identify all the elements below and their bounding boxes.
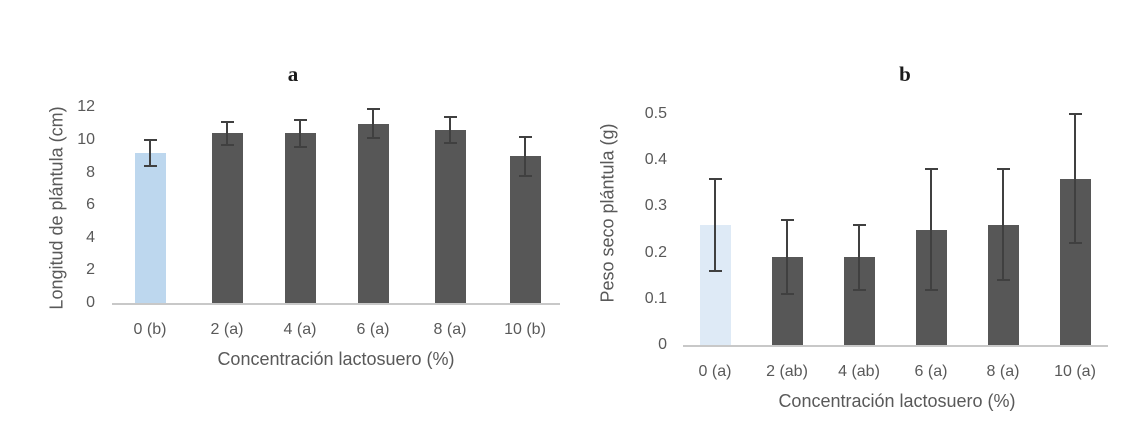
error-bar-cap-bottom	[366, 137, 380, 140]
panel-title-b: b	[899, 62, 911, 86]
bar	[434, 130, 466, 303]
error-bar-cap-bottom	[518, 174, 532, 177]
error-bar-cap-top	[1068, 113, 1082, 115]
y-tick-label: 0.2	[644, 243, 667, 261]
error-bar-cap-top	[443, 116, 457, 119]
y-tick-label: 0.1	[644, 289, 667, 307]
y-tick-label: 4	[86, 228, 95, 246]
error-bar-cap-top	[366, 108, 380, 111]
x-axis-title-b: Concentración lactosuero (%)	[778, 391, 1016, 411]
error-bar-whisker	[524, 136, 526, 176]
error-bar-cap-bottom	[852, 288, 866, 291]
y-tick-label: 2	[86, 261, 95, 279]
x-tick-label: 6 (a)	[914, 363, 948, 380]
x-tick-label: 2 (a)	[210, 321, 244, 338]
x-axis-title-a: Concentración lactosuero (%)	[217, 349, 455, 369]
error-bar-cap-top	[924, 168, 938, 171]
error-bar-cap-bottom	[996, 279, 1010, 282]
x-tick-label: 4 (a)	[283, 321, 317, 338]
error-bar-cap-bottom	[1068, 242, 1082, 245]
error-bar-whisker	[858, 224, 860, 290]
x-tick-label: 0 (b)	[133, 321, 167, 338]
error-bar-whisker	[449, 117, 451, 144]
y-tick-label: 0	[86, 294, 95, 311]
error-bar-whisker	[786, 220, 788, 295]
bar	[357, 123, 389, 303]
y-tick-label: 12	[77, 98, 95, 116]
error-bar-whisker	[1074, 114, 1076, 244]
x-tick-label: 0 (a)	[698, 363, 732, 380]
x-tick-label: 6 (a)	[356, 321, 390, 338]
y-tick-label: 0.4	[644, 151, 667, 169]
error-bar-whisker	[930, 169, 932, 290]
error-bar-cap-top	[996, 168, 1010, 171]
error-bar-cap-top	[852, 223, 866, 226]
error-bar-whisker	[372, 109, 374, 139]
x-tick-label: 4 (ab)	[838, 363, 880, 380]
error-bar-cap-bottom	[708, 270, 722, 273]
error-bar-cap-bottom	[143, 165, 157, 168]
bar	[134, 153, 166, 303]
error-bar-cap-top	[708, 177, 722, 180]
y-tick-label: 0.3	[644, 197, 667, 215]
bar	[284, 133, 316, 303]
x-tick-label: 8 (a)	[433, 321, 467, 338]
y-tick-label: 0.5	[644, 105, 667, 122]
error-bar-cap-bottom	[780, 293, 794, 296]
y-tick-label: 8	[86, 163, 95, 181]
error-bar-whisker	[299, 120, 301, 147]
error-bar-whisker	[1002, 169, 1004, 281]
x-tick-label: 8 (a)	[986, 363, 1020, 380]
x-tick-label: 10 (a)	[1054, 363, 1096, 380]
error-bar-cap-bottom	[220, 143, 234, 146]
x-axis-line	[683, 345, 1108, 347]
y-tick-label: 10	[77, 131, 95, 148]
error-bar-cap-top	[780, 219, 794, 222]
x-tick-label: 10 (b)	[504, 321, 546, 338]
error-bar-whisker	[149, 140, 151, 167]
x-tick-label: 2 (ab)	[766, 363, 808, 380]
error-bar-cap-bottom	[443, 142, 457, 145]
error-bar-whisker	[714, 178, 716, 272]
error-bar-cap-top	[518, 135, 532, 138]
error-bar-cap-top	[220, 121, 234, 124]
x-axis-line	[112, 303, 560, 305]
error-bar-cap-top	[143, 139, 157, 141]
error-bar-whisker	[226, 122, 228, 145]
y-tick-label: 0	[658, 336, 667, 353]
bar	[211, 133, 243, 303]
bar	[509, 156, 541, 303]
error-bar-cap-top	[293, 119, 307, 122]
error-bar-cap-bottom	[293, 145, 307, 148]
error-bar-cap-bottom	[924, 288, 938, 291]
panel-title-a: a	[287, 62, 299, 86]
y-tick-label: 6	[86, 196, 95, 214]
